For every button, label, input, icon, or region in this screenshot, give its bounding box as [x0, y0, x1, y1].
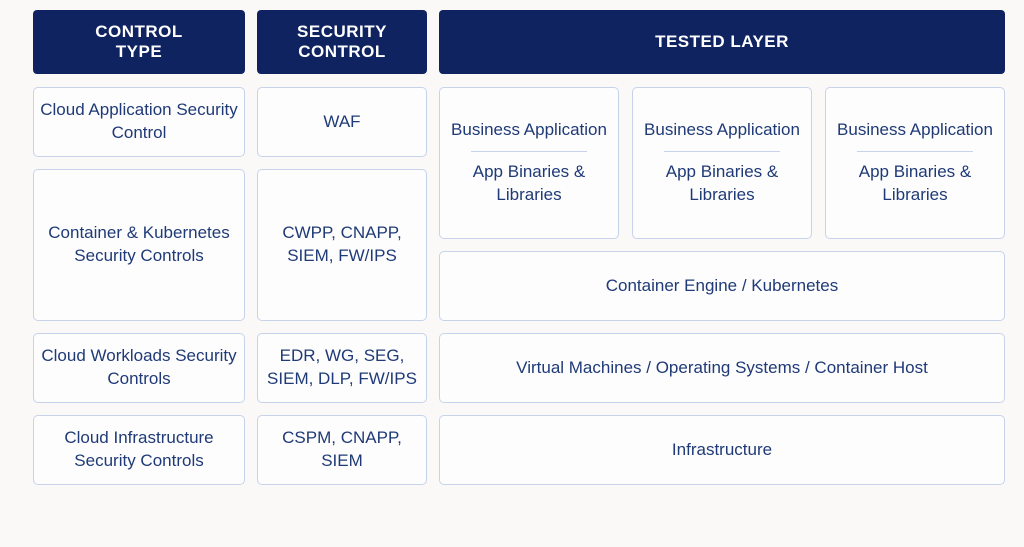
security-control-r1: WAF — [257, 87, 427, 157]
tested-app-top-2: Business Application — [644, 119, 800, 142]
tested-container-engine-label: Container Engine / Kubernetes — [606, 275, 839, 298]
divider-icon — [857, 151, 973, 152]
control-type-r2: Container & Kubernetes Security Controls — [33, 169, 245, 321]
tested-app-bottom-2: App Binaries & Libraries — [639, 161, 805, 207]
security-control-r4-label: CSPM, CNAPP, SIEM — [264, 427, 420, 473]
control-type-r3: Cloud Workloads Security Controls — [33, 333, 245, 403]
header-tested-layer: TESTED LAYER — [439, 10, 1005, 74]
header-control-type-label: CONTROLTYPE — [95, 22, 183, 62]
tested-infra: Infrastructure — [439, 415, 1005, 485]
security-control-r1-label: WAF — [323, 111, 360, 134]
header-control-type: CONTROLTYPE — [33, 10, 245, 74]
tested-app-bottom-3: App Binaries & Libraries — [832, 161, 998, 207]
control-type-r2-label: Container & Kubernetes Security Controls — [40, 222, 238, 268]
tested-app-box-1: Business Application App Binaries & Libr… — [439, 87, 619, 239]
divider-icon — [471, 151, 587, 152]
tested-app-box-3: Business Application App Binaries & Libr… — [825, 87, 1005, 239]
tested-vm-os: Virtual Machines / Operating Systems / C… — [439, 333, 1005, 403]
control-type-r4-label: Cloud Infrastructure Security Controls — [40, 427, 238, 473]
security-control-r4: CSPM, CNAPP, SIEM — [257, 415, 427, 485]
tested-app-box-2: Business Application App Binaries & Libr… — [632, 87, 812, 239]
divider-icon — [664, 151, 780, 152]
tested-vm-os-label: Virtual Machines / Operating Systems / C… — [516, 357, 928, 380]
security-control-r3-label: EDR, WG, SEG, SIEM, DLP, FW/IPS — [264, 345, 420, 391]
header-security-control: SECURITYCONTROL — [257, 10, 427, 74]
diagram-root: CONTROLTYPE SECURITYCONTROL TESTED LAYER… — [0, 0, 1024, 547]
header-tested-layer-label: TESTED LAYER — [655, 32, 789, 52]
tested-app-top-3: Business Application — [837, 119, 993, 142]
tested-infra-label: Infrastructure — [672, 439, 772, 462]
tested-container-engine: Container Engine / Kubernetes — [439, 251, 1005, 321]
security-control-r3: EDR, WG, SEG, SIEM, DLP, FW/IPS — [257, 333, 427, 403]
security-control-r2-label: CWPP, CNAPP, SIEM, FW/IPS — [264, 222, 420, 268]
tested-app-top-1: Business Application — [451, 119, 607, 142]
header-security-control-label: SECURITYCONTROL — [297, 22, 387, 62]
control-type-r1: Cloud Application Security Control — [33, 87, 245, 157]
security-control-r2: CWPP, CNAPP, SIEM, FW/IPS — [257, 169, 427, 321]
control-type-r3-label: Cloud Workloads Security Controls — [40, 345, 238, 391]
control-type-r1-label: Cloud Application Security Control — [40, 99, 238, 145]
tested-app-bottom-1: App Binaries & Libraries — [446, 161, 612, 207]
control-type-r4: Cloud Infrastructure Security Controls — [33, 415, 245, 485]
